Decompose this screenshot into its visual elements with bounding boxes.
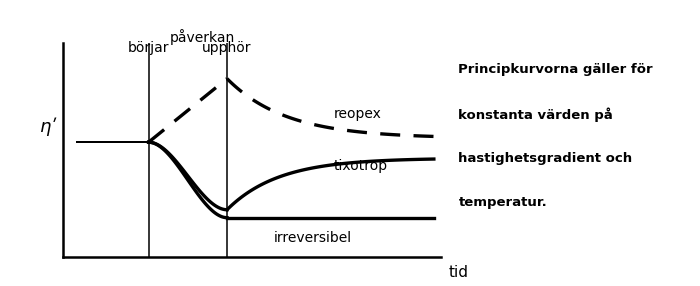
Text: konstanta värden på: konstanta värden på: [458, 107, 613, 122]
Text: reopex: reopex: [334, 108, 382, 121]
Text: påverkan: påverkan: [169, 29, 235, 45]
Text: irreversibel: irreversibel: [274, 231, 351, 245]
Text: upphör: upphör: [202, 41, 252, 55]
Text: tixotrop: tixotrop: [334, 159, 388, 173]
Text: Principkurvorna gäller för: Principkurvorna gäller för: [458, 63, 653, 76]
Text: temperatur.: temperatur.: [458, 196, 547, 209]
Text: hastighetsgradient och: hastighetsgradient och: [458, 152, 633, 164]
Text: ηʹ: ηʹ: [39, 117, 56, 136]
Text: tid: tid: [448, 265, 468, 280]
Text: börjar: börjar: [128, 41, 169, 55]
